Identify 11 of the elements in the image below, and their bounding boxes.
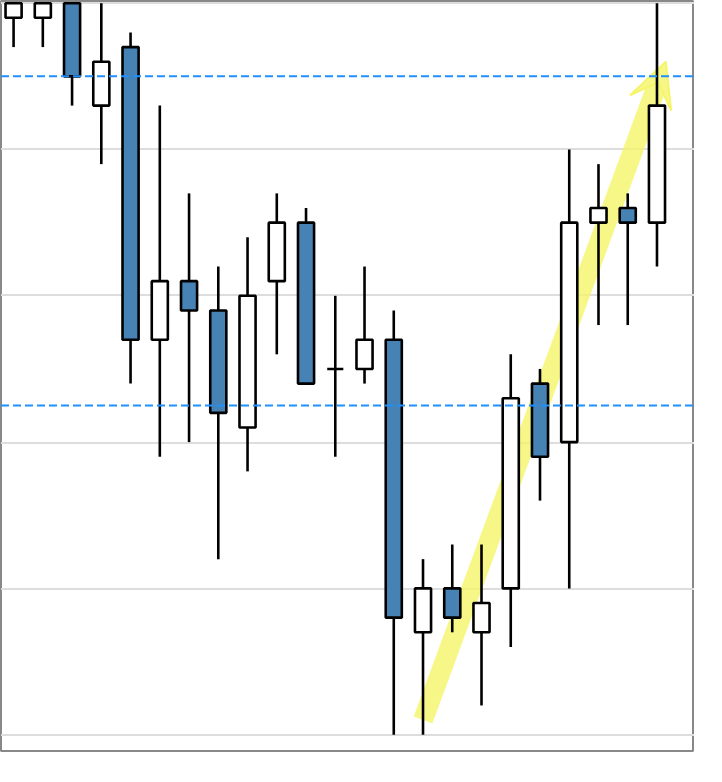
candlestick <box>618 192 638 327</box>
candlestick <box>33 1 53 49</box>
candlestick <box>589 162 608 327</box>
candlestick <box>472 543 491 707</box>
candlestick <box>179 192 199 444</box>
candlestick <box>4 1 23 49</box>
candlestick <box>442 543 462 634</box>
candlestick <box>413 557 433 737</box>
candlestick <box>325 294 345 459</box>
candlestick <box>91 1 111 166</box>
candlestick <box>355 265 374 385</box>
